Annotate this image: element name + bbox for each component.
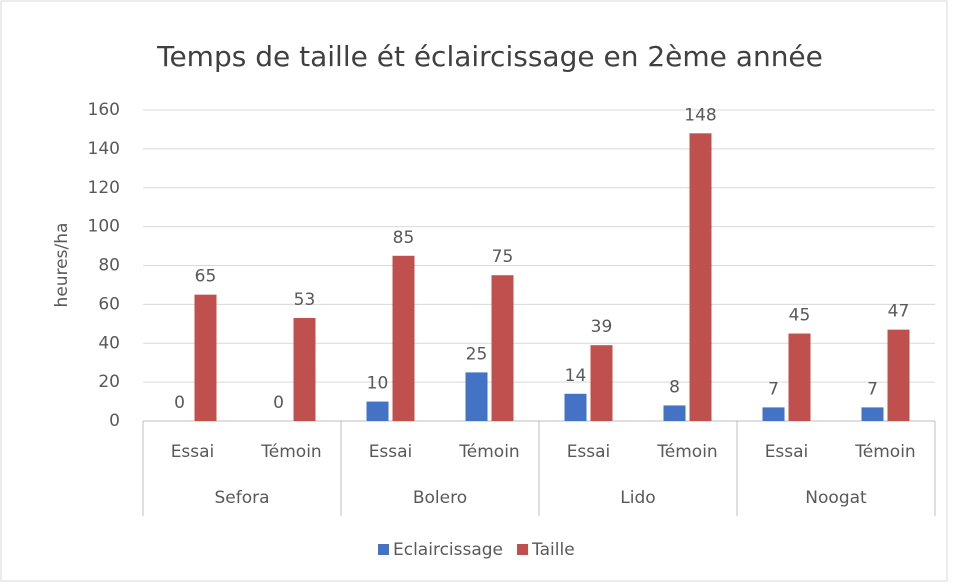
data-label: 7 bbox=[867, 379, 878, 399]
bar bbox=[194, 294, 217, 421]
data-label: 45 bbox=[789, 306, 811, 326]
bar bbox=[293, 317, 316, 421]
chart-title: Temps de taille ét éclaircissage en 2ème… bbox=[156, 40, 823, 73]
data-label: 39 bbox=[591, 317, 613, 337]
x-tick-label: Témoin bbox=[656, 442, 717, 462]
bar bbox=[788, 333, 811, 421]
bar bbox=[366, 401, 389, 421]
legend-swatch bbox=[378, 544, 389, 555]
bar bbox=[887, 329, 910, 421]
y-tick-label: 80 bbox=[98, 256, 120, 276]
y-tick-label: 120 bbox=[88, 178, 120, 198]
x-tick-label: Témoin bbox=[854, 442, 915, 462]
data-label: 8 bbox=[669, 377, 680, 397]
legend-label: Taille bbox=[531, 540, 575, 560]
bar bbox=[861, 407, 884, 421]
y-tick-label: 160 bbox=[88, 100, 120, 120]
data-label: 148 bbox=[684, 105, 716, 125]
data-label: 0 bbox=[174, 393, 185, 413]
bar bbox=[491, 275, 514, 421]
bar bbox=[663, 405, 686, 421]
data-label: 10 bbox=[367, 374, 389, 394]
data-label: 85 bbox=[393, 228, 415, 248]
group-label: Lido bbox=[620, 488, 655, 508]
y-tick-label: 100 bbox=[88, 217, 120, 237]
data-label: 0 bbox=[273, 393, 284, 413]
y-tick-label: 140 bbox=[88, 139, 120, 159]
data-label: 65 bbox=[195, 267, 217, 287]
data-label: 53 bbox=[294, 290, 316, 310]
data-label: 47 bbox=[888, 302, 910, 322]
bar bbox=[689, 133, 712, 421]
y-tick-label: 60 bbox=[98, 294, 120, 314]
x-tick-label: Essai bbox=[567, 442, 611, 462]
x-tick-label: Essai bbox=[171, 442, 215, 462]
group-label: Noogat bbox=[805, 488, 867, 508]
x-tick-label: Essai bbox=[369, 442, 413, 462]
legend-swatch bbox=[517, 544, 529, 555]
data-label: 7 bbox=[768, 379, 779, 399]
group-label: Bolero bbox=[413, 488, 467, 508]
data-label: 25 bbox=[466, 344, 488, 364]
x-tick-label: Essai bbox=[765, 442, 809, 462]
x-tick-label: Témoin bbox=[458, 442, 519, 462]
bar bbox=[465, 372, 488, 421]
y-tick-label: 0 bbox=[109, 411, 120, 431]
bar bbox=[590, 345, 613, 421]
data-label: 75 bbox=[492, 247, 514, 267]
group-label: Sefora bbox=[214, 488, 269, 508]
bar bbox=[392, 255, 415, 421]
bar bbox=[762, 407, 785, 421]
x-tick-label: Témoin bbox=[260, 442, 321, 462]
data-label: 14 bbox=[565, 366, 587, 386]
y-tick-label: 20 bbox=[98, 372, 120, 392]
bar bbox=[564, 393, 587, 421]
legend-label: Eclaircissage bbox=[393, 540, 503, 560]
y-tick-label: 40 bbox=[98, 333, 120, 353]
y-axis-label: heures/ha bbox=[52, 223, 72, 308]
